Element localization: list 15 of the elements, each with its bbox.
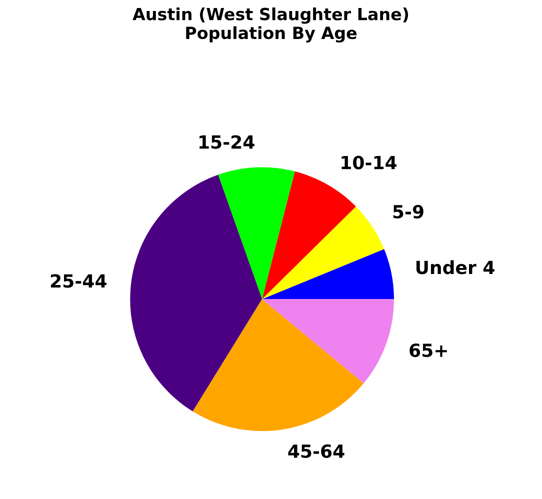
slice-label: 5-9 <box>393 204 424 219</box>
pie-slice <box>262 249 394 300</box>
slice-label: 10-14 <box>342 156 397 170</box>
slice-label: 25-44 <box>50 274 106 288</box>
slice-label: Under 4 <box>416 260 494 274</box>
pie-slice <box>130 174 262 412</box>
pie-slice <box>262 171 356 300</box>
chart-title: Austin (West Slaughter Lane) Population By Age <box>132 7 408 43</box>
slice-label: 15-24 <box>200 135 254 149</box>
pie-slice <box>262 206 384 300</box>
slice-label: 45-64 <box>288 444 344 458</box>
slice-label: 65+ <box>410 343 447 358</box>
pie-slice <box>192 299 364 432</box>
pie-slice <box>218 167 295 300</box>
pie-slice <box>262 299 394 384</box>
